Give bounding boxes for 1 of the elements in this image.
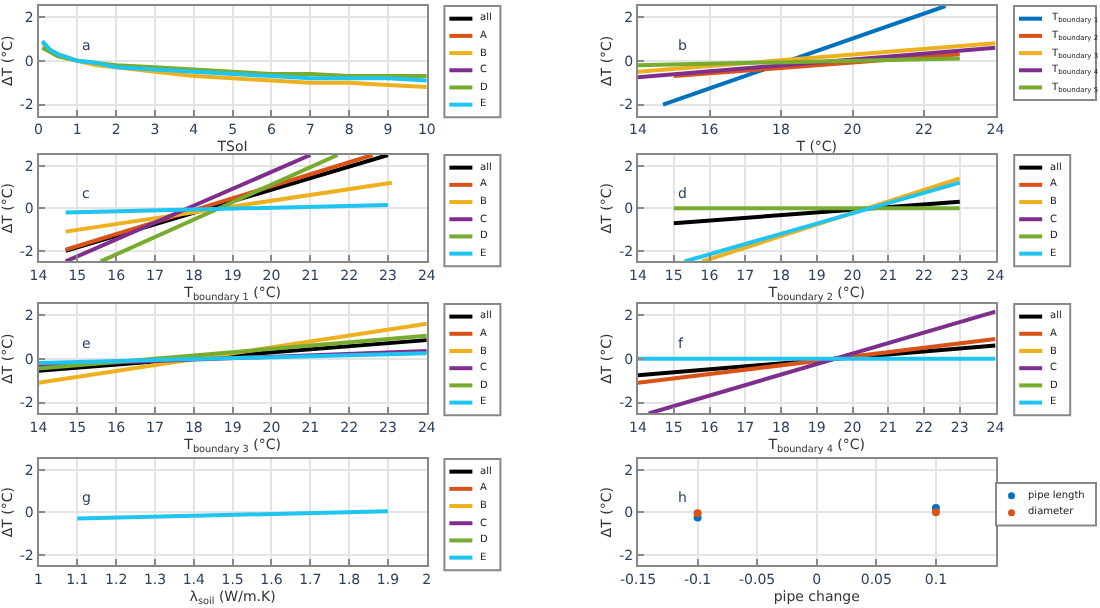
line-series (40, 41, 427, 90)
